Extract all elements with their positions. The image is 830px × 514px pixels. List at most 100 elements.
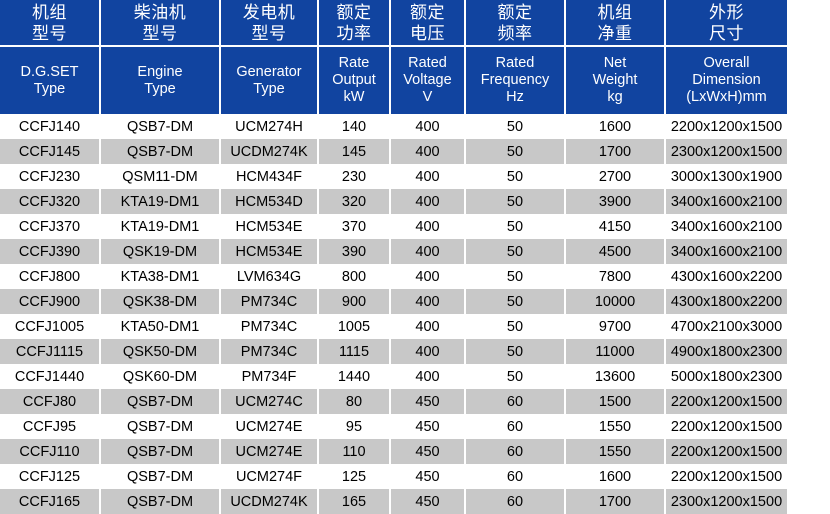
header-cn-line: 型号 <box>32 23 67 43</box>
cell-rated_output: 800 <box>318 264 391 289</box>
cell-net_weight: 1600 <box>565 464 666 489</box>
table-row: CCFJ1440 QSK60-DM PM734F 1440 400 50 13600 5000… <box>0 364 787 389</box>
cell-engine_type: KTA50-DM1 <box>100 314 221 339</box>
cell-rated_frequency: 60 <box>465 464 566 489</box>
cell-rated_voltage: 450 <box>390 464 466 489</box>
cell-rated_output: 1115 <box>318 339 391 364</box>
cell-rated_output: 900 <box>318 289 391 314</box>
cell-dgset_type: CCFJ145 <box>0 139 101 164</box>
table-row: CCFJ145 QSB7-DM UCDM274K 145 400 50 1700 2300x1… <box>0 139 787 164</box>
header-cn-line: 机组 <box>597 2 633 22</box>
cell-rated_frequency: 50 <box>465 339 566 364</box>
cell-dgset_type: CCFJ165 <box>0 489 101 514</box>
header-en-line: Voltage <box>403 72 452 88</box>
cell-overall_dimension: 3000x1300x1900 <box>665 164 787 189</box>
cell-generator_type: UCM274C <box>220 389 319 414</box>
cell-overall_dimension: 3400x1600x2100 <box>665 239 787 264</box>
cell-rated_voltage: 400 <box>390 314 466 339</box>
cell-engine_type: QSB7-DM <box>100 464 221 489</box>
cell-dgset_type: CCFJ390 <box>0 239 101 264</box>
cell-rated_frequency: 50 <box>465 364 566 389</box>
header-cn-line: 外形 <box>709 2 744 22</box>
cell-net_weight: 3900 <box>565 189 666 214</box>
table-row: CCFJ900 QSK38-DM PM734C 900 400 50 10000 4300x1… <box>0 289 787 314</box>
header-cn-line: 频率 <box>497 23 533 43</box>
cell-rated_output: 95 <box>318 414 391 439</box>
cell-rated_voltage: 400 <box>390 189 466 214</box>
header-cn-line: 额定 <box>336 2 372 22</box>
cell-generator_type: HCM434F <box>220 164 319 189</box>
cell-dgset_type: CCFJ320 <box>0 189 101 214</box>
cell-generator_type: PM734C <box>220 314 319 339</box>
cell-dgset_type: CCFJ110 <box>0 439 101 464</box>
cell-overall_dimension: 4300x1800x2200 <box>665 289 787 314</box>
header-cn-rated_frequency: 额定 频率 <box>465 0 566 47</box>
cell-rated_voltage: 450 <box>390 389 466 414</box>
cell-rated_output: 370 <box>318 214 391 239</box>
cell-rated_output: 230 <box>318 164 391 189</box>
cell-rated_output: 1440 <box>318 364 391 389</box>
cell-rated_output: 110 <box>318 439 391 464</box>
cell-engine_type: KTA19-DM1 <box>100 189 221 214</box>
cell-rated_voltage: 400 <box>390 339 466 364</box>
header-cn-rated_voltage: 额定 电压 <box>390 0 466 47</box>
table-row: CCFJ800 KTA38-DM1 LVM634G 800 400 50 7800 4300x… <box>0 264 787 289</box>
header-en-generator_type: Generator Type <box>220 46 319 114</box>
cell-rated_voltage: 400 <box>390 364 466 389</box>
header-en-rated_voltage: Rated Voltage V <box>390 46 466 114</box>
cell-rated_voltage: 450 <box>390 439 466 464</box>
cell-rated_output: 390 <box>318 239 391 264</box>
cell-overall_dimension: 4300x1600x2200 <box>665 264 787 289</box>
cell-dgset_type: CCFJ1005 <box>0 314 101 339</box>
cell-rated_output: 125 <box>318 464 391 489</box>
header-en-net_weight: Net Weight kg <box>565 46 666 114</box>
cell-net_weight: 4500 <box>565 239 666 264</box>
cell-net_weight: 1550 <box>565 414 666 439</box>
cell-overall_dimension: 2200x1200x1500 <box>665 389 787 414</box>
cell-rated_output: 165 <box>318 489 391 514</box>
table-header: 机组 型号 柴油机 型号 发电机 型号 额定 功率 额定 电压 额定 频率 机组 净重 外形 尺寸 D.G.S… <box>0 0 787 114</box>
cell-generator_type: UCM274E <box>220 414 319 439</box>
cell-net_weight: 9700 <box>565 314 666 339</box>
cell-engine_type: QSK60-DM <box>100 364 221 389</box>
cell-rated_output: 80 <box>318 389 391 414</box>
header-en-line: Rated <box>495 55 535 71</box>
header-cn-line: 净重 <box>597 23 633 43</box>
cell-rated_voltage: 400 <box>390 264 466 289</box>
cell-generator_type: HCM534E <box>220 214 319 239</box>
header-en-line: Rate <box>338 55 370 71</box>
header-cn-net_weight: 机组 净重 <box>565 0 666 47</box>
cell-rated_frequency: 50 <box>465 289 566 314</box>
cell-rated_voltage: 400 <box>390 164 466 189</box>
cell-generator_type: PM734F <box>220 364 319 389</box>
header-en-rated_frequency: Rated Frequency Hz <box>465 46 566 114</box>
cell-rated_frequency: 50 <box>465 164 566 189</box>
cell-overall_dimension: 3400x1600x2100 <box>665 214 787 239</box>
table-row: CCFJ390 QSK19-DM HCM534E 390 400 50 4500 3400x1… <box>0 239 787 264</box>
cell-overall_dimension: 5000x1800x2300 <box>665 364 787 389</box>
cell-rated_frequency: 50 <box>465 264 566 289</box>
header-en-line: Overall <box>703 55 750 71</box>
cell-generator_type: HCM534E <box>220 239 319 264</box>
header-en-line: Rated <box>408 55 447 71</box>
cell-rated_output: 320 <box>318 189 391 214</box>
header-en-line: D.G.SET <box>20 63 79 80</box>
cell-engine_type: QSB7-DM <box>100 489 221 514</box>
cell-overall_dimension: 2200x1200x1500 <box>665 414 787 439</box>
cell-overall_dimension: 2200x1200x1500 <box>665 114 787 139</box>
table-row: CCFJ125 QSB7-DM UCM274F 125 450 60 1600 2200x12… <box>0 464 787 489</box>
table-row: CCFJ1115 QSK50-DM PM734C 1115 400 50 11000 4900… <box>0 339 787 364</box>
header-cn-line: 型号 <box>251 23 287 43</box>
cell-dgset_type: CCFJ125 <box>0 464 101 489</box>
header-cn-line: 型号 <box>142 23 178 43</box>
cell-dgset_type: CCFJ230 <box>0 164 101 189</box>
cell-dgset_type: CCFJ900 <box>0 289 101 314</box>
header-cn-line: 柴油机 <box>133 2 187 22</box>
cell-rated_voltage: 400 <box>390 239 466 264</box>
cell-net_weight: 1600 <box>565 114 666 139</box>
header-en-line: (LxWxH)mm <box>686 89 767 105</box>
cell-engine_type: KTA19-DM1 <box>100 214 221 239</box>
header-cn-line: 额定 <box>497 2 533 22</box>
cell-overall_dimension: 3400x1600x2100 <box>665 189 787 214</box>
header-en-line: Frequency <box>480 72 550 88</box>
